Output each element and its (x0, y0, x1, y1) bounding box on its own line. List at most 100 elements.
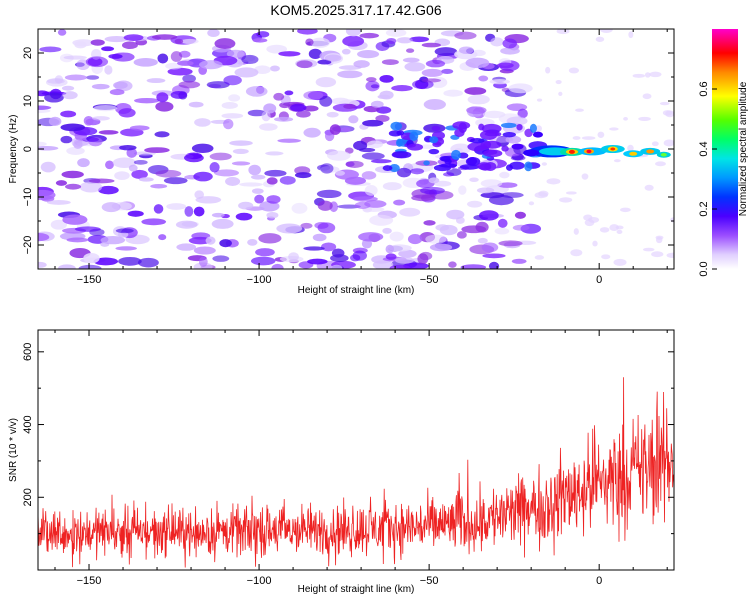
noise-blob (402, 57, 420, 63)
noise-blob (482, 253, 506, 259)
signal-blob (428, 148, 440, 155)
noise-blob (354, 201, 371, 209)
noise-blob (117, 231, 129, 238)
noise-blob (138, 177, 154, 182)
colorbar-label: Normalized spectral amplitude (738, 81, 749, 216)
noise-blob (528, 201, 535, 206)
noise-blob (409, 36, 430, 43)
noise-blob (177, 60, 194, 66)
noise-blob (423, 220, 436, 226)
noise-blob (534, 255, 545, 260)
noise-blob (478, 75, 489, 82)
noise-blob (316, 189, 342, 199)
noise-blob (93, 105, 118, 112)
noise-blob (254, 194, 265, 204)
noise-blob (303, 127, 321, 138)
noise-blob (558, 91, 563, 96)
x-tick-label: −150 (77, 575, 102, 587)
snr-ticks: −150 −100 −50 0 200 400 600 (22, 330, 674, 587)
noise-blob (379, 90, 394, 100)
noise-blob (259, 123, 278, 131)
noise-blob (665, 110, 674, 118)
noise-blob (182, 74, 196, 83)
signal-blob (660, 152, 667, 157)
noise-blob (219, 239, 232, 248)
noise-blob (349, 254, 361, 262)
chart-title: KOM5.2025.317.17.42.G06 (270, 2, 441, 18)
signal-blob (389, 164, 400, 173)
y-tick-label: 0 (22, 146, 34, 152)
noise-blob (303, 90, 324, 100)
noise-blob (535, 125, 542, 132)
noise-blob (63, 55, 87, 60)
noise-blob (60, 123, 86, 132)
noise-blob (256, 31, 270, 38)
noise-blob (98, 130, 119, 135)
noise-blob (78, 264, 102, 269)
noise-blob (113, 81, 128, 89)
y-tick-label: 600 (22, 343, 34, 361)
noise-blob (131, 169, 148, 180)
noise-blob (209, 162, 220, 173)
signal-blob (409, 131, 419, 142)
noise-blob (324, 54, 342, 62)
noise-blob (66, 146, 85, 155)
noise-blob (421, 42, 441, 48)
y-tick-label: 200 (22, 488, 34, 506)
noise-blob (330, 254, 349, 263)
noise-blob (44, 92, 64, 103)
noise-blob (247, 238, 258, 246)
noise-blob (496, 62, 514, 69)
noise-blob (615, 225, 624, 230)
noise-blob (154, 131, 170, 138)
noise-blob (353, 140, 368, 151)
noise-blob (234, 67, 259, 78)
noise-blob (184, 153, 204, 163)
noise-blob (255, 248, 275, 257)
noise-blob (250, 174, 266, 180)
noise-blob (623, 116, 628, 121)
noise-blob (269, 65, 280, 72)
y-tick-label: −10 (22, 188, 34, 207)
noise-blob (361, 171, 377, 180)
noise-blob (212, 255, 230, 262)
noise-blob (91, 116, 110, 121)
noise-blob (100, 235, 126, 245)
noise-blob (499, 171, 510, 179)
noise-blob (481, 242, 499, 253)
noise-blob (65, 183, 82, 190)
noise-blob (651, 251, 664, 258)
noise-blob (114, 171, 130, 181)
noise-blob (348, 115, 359, 124)
noise-blob (232, 148, 249, 154)
noise-blob (361, 152, 385, 160)
noise-blob (305, 38, 314, 46)
noise-blob (214, 38, 236, 49)
colorbar-tick-label: 0.0 (698, 261, 710, 276)
noise-blob (157, 53, 169, 64)
noise-blob (471, 49, 486, 57)
noise-blob (126, 147, 137, 158)
noise-blob (174, 38, 184, 44)
noise-blob (312, 233, 327, 242)
signal-blob (500, 122, 517, 128)
noise-blob (393, 199, 406, 206)
colorbar-tick-label: 0.2 (698, 201, 710, 216)
noise-blob (266, 195, 281, 204)
noise-blob (556, 29, 570, 35)
noise-blob (565, 191, 577, 195)
noise-blob (441, 68, 454, 74)
noise-blob (385, 29, 407, 37)
noise-blob (137, 257, 159, 268)
noise-blob (364, 185, 378, 196)
noise-blob (296, 110, 311, 118)
signal-blob (429, 136, 439, 144)
noise-blob (477, 237, 488, 244)
signal-blob (532, 131, 543, 138)
noise-blob (627, 144, 634, 152)
noise-blob (320, 242, 337, 252)
signal-blob (479, 130, 498, 140)
x-tick-label: 0 (596, 274, 602, 286)
noise-blob (88, 178, 115, 184)
noise-blob (514, 211, 526, 219)
